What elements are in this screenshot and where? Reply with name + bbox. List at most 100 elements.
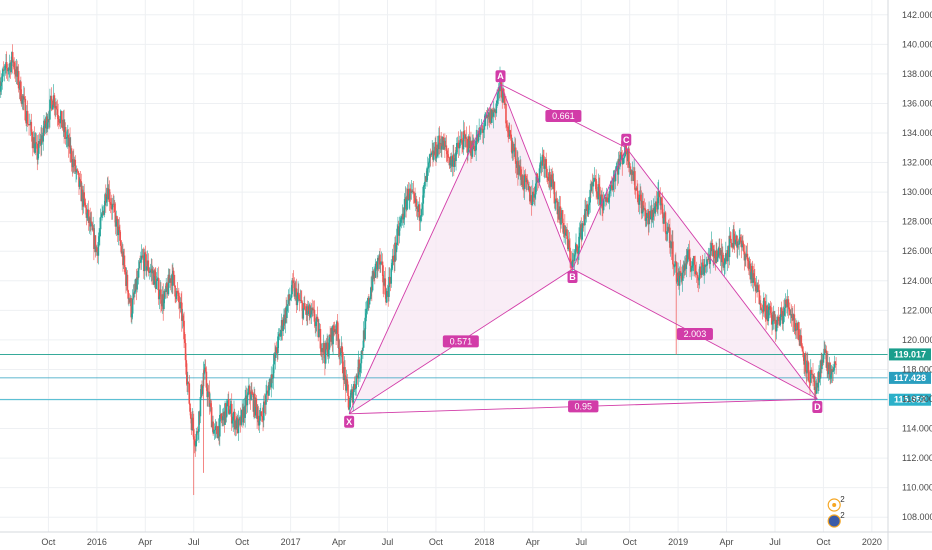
candle-body bbox=[637, 190, 639, 203]
candle-body bbox=[643, 207, 645, 210]
candle-body bbox=[463, 131, 466, 136]
candle-body bbox=[773, 311, 776, 321]
candle-body bbox=[447, 154, 449, 158]
candle-body bbox=[10, 61, 12, 73]
candle-body bbox=[251, 394, 254, 396]
candle-body bbox=[420, 209, 423, 216]
candle-body bbox=[111, 203, 114, 210]
candle-body bbox=[505, 103, 507, 124]
y-tick-label: 126.000 bbox=[902, 246, 932, 256]
candle-body bbox=[762, 311, 764, 312]
candle-body bbox=[304, 309, 307, 311]
candle-body bbox=[70, 148, 73, 163]
candle-body bbox=[475, 140, 477, 151]
candle-body bbox=[210, 403, 212, 408]
candle-body bbox=[333, 325, 335, 332]
candle-body bbox=[807, 362, 810, 381]
candle-body bbox=[646, 212, 649, 214]
candle-body bbox=[492, 110, 495, 117]
candle-body bbox=[435, 142, 437, 159]
candle-body bbox=[830, 374, 832, 379]
candle-body bbox=[17, 71, 20, 89]
candle-body bbox=[311, 307, 314, 311]
candle-body bbox=[328, 334, 331, 350]
candle-body bbox=[388, 276, 391, 283]
y-tick-label: 138.000 bbox=[902, 69, 932, 79]
candle-body bbox=[701, 262, 703, 276]
candle-body bbox=[835, 363, 837, 365]
candle-body bbox=[222, 416, 224, 421]
candle-body bbox=[76, 169, 79, 172]
candle-body bbox=[640, 194, 642, 200]
candle-body bbox=[752, 273, 755, 283]
candle-body bbox=[344, 367, 346, 377]
candle-body bbox=[365, 308, 368, 314]
candle-body bbox=[291, 280, 293, 295]
candle-body bbox=[801, 345, 803, 347]
candle-body bbox=[746, 253, 749, 260]
candle-body bbox=[395, 245, 398, 253]
candle-body bbox=[608, 191, 611, 198]
candle-body bbox=[231, 420, 234, 424]
ratio-label: 0.95 bbox=[574, 401, 592, 411]
candle-body bbox=[302, 308, 305, 319]
candle-body bbox=[290, 294, 293, 298]
candle-body bbox=[85, 207, 88, 218]
candle-body bbox=[3, 69, 6, 71]
candle-body bbox=[686, 250, 689, 262]
candle-body bbox=[400, 219, 402, 223]
candle-body bbox=[645, 218, 647, 221]
candle-body bbox=[507, 127, 510, 133]
candle-body bbox=[584, 208, 586, 226]
candle-body bbox=[634, 189, 637, 191]
candle-body bbox=[230, 403, 233, 424]
candle-body bbox=[188, 383, 191, 404]
candle-body bbox=[276, 352, 279, 354]
candle-body bbox=[564, 232, 567, 236]
price-level-label: 115.952 bbox=[894, 395, 926, 405]
candle-body bbox=[158, 296, 161, 300]
candle-body bbox=[532, 191, 534, 205]
candle-body bbox=[347, 395, 350, 410]
candle-body bbox=[392, 255, 395, 262]
candle-body bbox=[453, 158, 456, 167]
candle-body bbox=[54, 107, 56, 109]
candle-body bbox=[523, 174, 526, 190]
candle-body bbox=[798, 322, 800, 340]
candle-body bbox=[782, 311, 784, 324]
candle-body bbox=[184, 339, 186, 344]
candle-body bbox=[2, 69, 4, 77]
candle-body bbox=[309, 314, 312, 318]
candle-body bbox=[703, 267, 705, 275]
candle-body bbox=[445, 145, 448, 151]
candle-body bbox=[115, 216, 118, 227]
candle-body bbox=[642, 200, 644, 210]
candle-body bbox=[69, 137, 71, 154]
candle-body bbox=[406, 199, 408, 210]
x-tick-label: 2016 bbox=[87, 537, 107, 547]
candle-body bbox=[646, 212, 648, 219]
pattern-point-label: B bbox=[569, 272, 576, 282]
candle-body bbox=[538, 168, 541, 183]
candle-body bbox=[495, 103, 498, 114]
candle-body bbox=[783, 307, 786, 316]
candle-body bbox=[409, 188, 412, 193]
candle-body bbox=[654, 201, 657, 207]
candle-body bbox=[393, 261, 395, 262]
candle-body bbox=[691, 265, 694, 268]
ratio-badge bbox=[545, 110, 582, 123]
candle-body bbox=[201, 386, 204, 394]
y-tick-label: 108.000 bbox=[902, 512, 932, 522]
candle-body bbox=[502, 88, 504, 103]
candle-body bbox=[534, 194, 536, 198]
candle-body bbox=[736, 243, 739, 248]
candle-body bbox=[163, 299, 165, 309]
candle-body bbox=[42, 132, 45, 142]
candle-body bbox=[510, 134, 512, 141]
event-markers[interactable]: 22 bbox=[827, 495, 845, 528]
price-level-label: 119.017 bbox=[894, 349, 926, 359]
candle-body bbox=[676, 280, 679, 282]
candle-body bbox=[99, 229, 101, 237]
candle-body bbox=[761, 309, 764, 312]
